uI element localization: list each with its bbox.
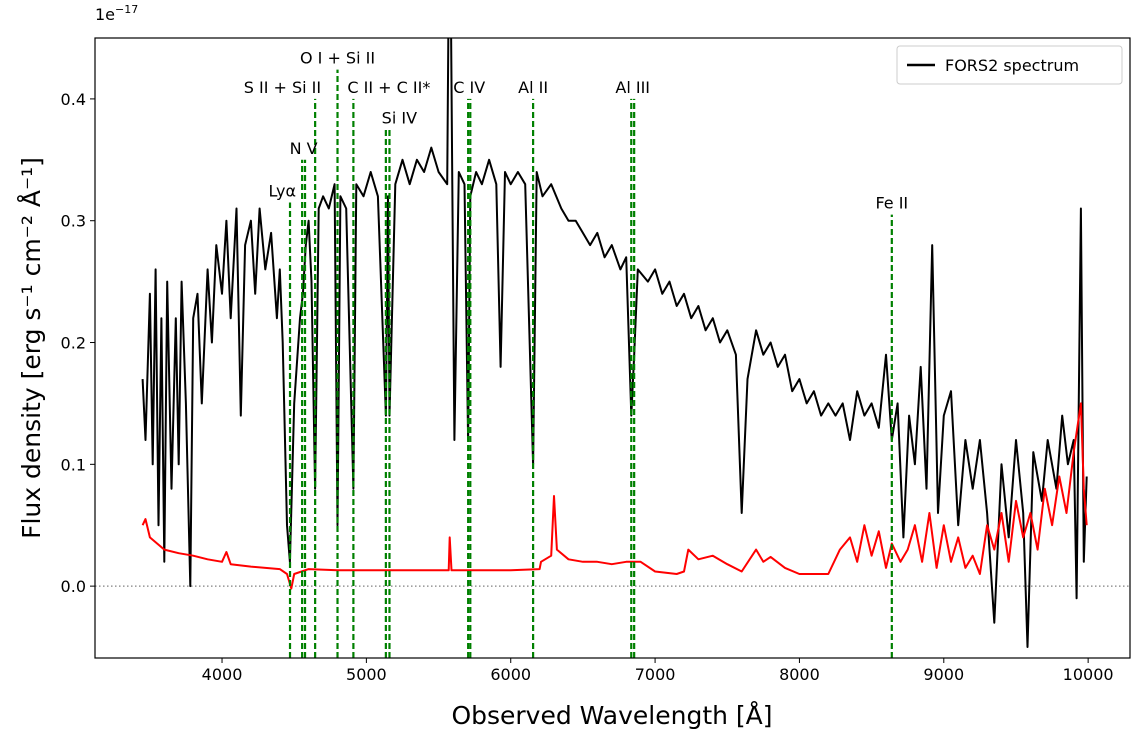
legend-label: FORS2 spectrum [945,56,1079,75]
line-label: Al III [615,78,650,97]
line-label: C II + C II* [347,78,430,97]
y-tick-label: 0.4 [61,90,86,109]
offset-text: 1e−17 [95,3,138,24]
x-tick-label: 4000 [202,665,243,684]
spectrum-line [141,402,1088,590]
x-tick-label: 5000 [346,665,387,684]
line-label: N V [290,139,318,158]
offset-base: 1e [95,5,115,24]
line-label: Al II [518,78,548,97]
line-label: Fe II [875,194,908,213]
offset-exponent: −17 [115,3,138,16]
x-tick-label: 7000 [635,665,676,684]
x-tick-label: 9000 [923,665,964,684]
line-label: Lyα [269,181,296,200]
plot-area [95,38,1130,658]
line-label: C IV [453,78,485,97]
x-tick-label: 8000 [779,665,820,684]
y-axis-label: Flux density [erg s⁻¹ cm⁻² Å⁻¹] [17,157,46,539]
y-tick-label: 0.3 [61,212,86,231]
legend-box [896,45,1123,85]
line-label: Si IV [382,108,417,127]
x-tick-label: 6000 [490,665,531,684]
x-tick-label: 10000 [1063,665,1114,684]
y-tick-label: 0.1 [61,455,86,474]
y-tick-label: 0.2 [61,334,86,353]
x-axis-label: Observed Wavelength [Å] [451,701,772,730]
line-label: S II + Si II [244,78,321,97]
plot-frame [94,37,1131,659]
line-label: O I + Si II [300,49,375,68]
y-tick-label: 0.0 [61,577,86,596]
spectrum-line [141,38,1088,648]
